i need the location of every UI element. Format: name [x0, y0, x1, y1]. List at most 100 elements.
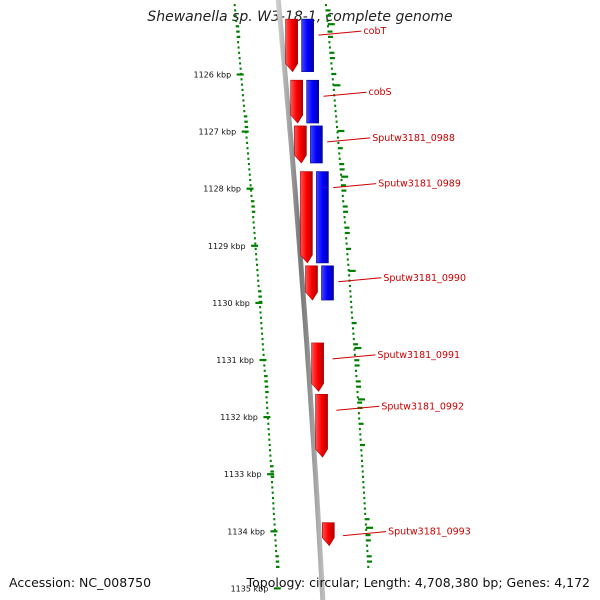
gc-mark: [365, 539, 371, 542]
gc-mark: [362, 481, 365, 484]
gc-mark: [275, 555, 279, 558]
gc-mark: [365, 528, 368, 531]
gc-mark: [251, 210, 256, 213]
gc-mark: [252, 221, 255, 224]
gc-mark: [239, 67, 242, 70]
gc-mark: [250, 194, 253, 197]
forward-gene-arrow: [315, 393, 328, 458]
gc-mark: [338, 152, 341, 155]
gc-mark: [360, 454, 363, 457]
gc-mark: [327, 25, 329, 28]
gc-mark: [366, 555, 372, 558]
gc-mark: [355, 369, 357, 372]
kbp-label: 1130 kbp: [212, 299, 250, 308]
gene-cobS[interactable]: [290, 79, 319, 124]
gc-mark: [234, 14, 237, 17]
kbp-tick: [259, 358, 267, 362]
gc-mark: [241, 88, 244, 91]
gc-mark: [259, 306, 262, 309]
gc-mark: [273, 528, 276, 531]
gc-mark: [362, 486, 365, 489]
gc-mark: [256, 263, 258, 266]
gc-mark: [327, 30, 333, 33]
kbp-tick: [263, 416, 271, 419]
gc-mark: [336, 131, 339, 134]
gc-mark: [353, 353, 356, 356]
gc-mark: [271, 481, 273, 484]
gc-mark: [364, 523, 367, 526]
forward-gene-arrow: [294, 125, 307, 164]
gc-mark: [272, 496, 274, 500]
gene-Sputw3181_0992[interactable]: [315, 393, 328, 458]
gc-mark: [248, 173, 251, 176]
gc-mark: [361, 470, 364, 473]
gc-mark: [253, 226, 256, 229]
gc-mark: [238, 51, 241, 54]
gene-cobT[interactable]: [285, 18, 314, 73]
gc-mark: [330, 67, 333, 70]
gc-mark: [354, 346, 362, 350]
forward-gene-arrow: [285, 18, 298, 73]
gc-mark: [339, 163, 345, 166]
label-leader: [343, 531, 387, 537]
gene-label: Sputw3181_0988: [372, 133, 455, 144]
gc-mark: [363, 507, 366, 510]
kbp-tick: [241, 130, 249, 133]
gc-mark: [260, 327, 263, 330]
gc-mark: [269, 449, 271, 452]
gene-Sputw3181_0991[interactable]: [311, 342, 324, 392]
gc-mark: [247, 163, 250, 166]
gc-mark: [329, 51, 335, 54]
reverse-gene-block: [306, 79, 319, 124]
gene-labels: cobT cobS Sputw3181_0988 Sputw3181_0989 Sput…: [318, 26, 471, 538]
gc-mark: [240, 78, 243, 81]
gc-mark: [347, 263, 350, 266]
gc-mark: [274, 534, 277, 537]
gc-mark: [271, 486, 274, 489]
gc-mark: [325, 9, 331, 12]
gc-mark: [336, 136, 339, 139]
gc-mark: [328, 46, 331, 49]
gene-Sputw3181_0989[interactable]: [300, 171, 329, 264]
gc-mark: [359, 438, 362, 441]
gc-mark: [238, 57, 241, 60]
gc-mark: [256, 274, 259, 277]
gc-mark: [268, 443, 271, 447]
gc-mark: [244, 125, 249, 129]
gc-mark: [358, 398, 365, 401]
gc-mark: [344, 231, 350, 235]
gc-mark: [330, 62, 333, 65]
gc-mark: [340, 173, 343, 176]
gene-features: [285, 18, 335, 547]
gc-mark: [331, 72, 337, 76]
gc-mark: [343, 210, 349, 213]
forward-gene-arrow: [305, 265, 318, 301]
gc-mark: [262, 348, 265, 351]
forward-gene-arrow: [290, 79, 303, 124]
gc-mark: [334, 110, 337, 113]
gc-mark: [254, 247, 257, 250]
gc-mark: [366, 526, 374, 529]
kbp-label: 1133 kbp: [224, 470, 262, 479]
gene-Sputw3181_0988[interactable]: [294, 125, 323, 164]
gc-mark: [357, 401, 363, 404]
gc-mark: [359, 433, 362, 436]
gc-mark: [245, 136, 248, 139]
gene-label: cobS: [368, 87, 391, 98]
kbp-ticks: 1126 kbp 1127 kbp 1128 kbp 1129 kbp 1130 kbp…: [193, 71, 281, 593]
backbone-line: [275, 0, 326, 600]
label-leader: [327, 137, 371, 143]
gene-Sputw3181_0993[interactable]: [322, 522, 335, 547]
gc-mark: [268, 438, 271, 441]
gc-mark: [341, 175, 349, 178]
kbp-label: 1126 kbp: [193, 71, 231, 80]
gc-mark: [244, 120, 248, 123]
gc-mark: [258, 290, 262, 293]
gc-mark: [242, 104, 245, 107]
gene-Sputw3181_0990[interactable]: [305, 265, 334, 301]
gc-mark: [348, 274, 351, 277]
gc-mark: [257, 279, 260, 282]
gc-mark: [355, 375, 358, 378]
reverse-gene-block: [310, 125, 323, 164]
